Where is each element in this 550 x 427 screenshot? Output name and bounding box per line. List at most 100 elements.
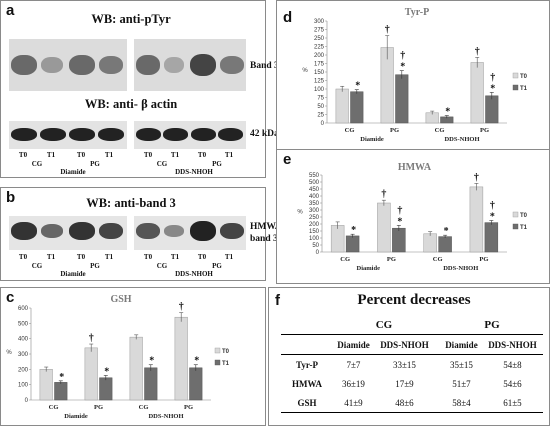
category-label: CG (340, 256, 350, 263)
star-marker: * (490, 212, 495, 223)
y-tick-label: 0 (321, 121, 325, 127)
y-tick-label: 500 (18, 321, 29, 327)
hmwa-label: HMWA (250, 222, 282, 232)
group-label: Diamide (357, 265, 381, 272)
group-label: PG (90, 160, 100, 168)
y-axis-label: % (297, 210, 303, 216)
lane-label: T0 (76, 151, 86, 159)
chart-title: HMWA (398, 162, 432, 173)
category-label: PG (390, 127, 399, 134)
y-tick-label: 100 (314, 87, 325, 93)
lane-label: T1 (104, 253, 114, 261)
lane-label: T0 (18, 151, 28, 159)
lane-label: T1 (46, 253, 56, 261)
y-tick-label: 450 (309, 187, 320, 193)
dagger-marker: † (397, 205, 402, 216)
table-cell: 33±15 (392, 359, 416, 370)
group-label: PG (212, 160, 222, 168)
category-label: CG (433, 256, 443, 263)
category-label: PG (184, 404, 193, 411)
panel-c: c GSH 0 100 200 300 400 500 600% * CG † * PG * CG † * PG D… (0, 287, 266, 426)
lane-label: T0 (143, 151, 153, 159)
group-label: DDS-NHOH (148, 413, 183, 420)
percent-decreases-table: CG PG Diamide DDS-NHOH Diamide DDS-NHOH … (281, 315, 543, 413)
header-col: Diamide (440, 334, 482, 355)
legend-swatch-t1 (512, 84, 519, 91)
group-label: DDS-NHOH (443, 265, 478, 272)
y-tick-label: 200 (314, 53, 325, 59)
group-label: PG (212, 262, 222, 270)
star-marker: * (59, 372, 64, 383)
hmwa-band3-label: band 3 (250, 234, 278, 244)
dagger-marker: † (179, 302, 184, 313)
lane-label: T1 (46, 151, 56, 159)
bar-t0 (174, 316, 188, 401)
star-marker: * (351, 225, 356, 236)
header-group-cg: CG (333, 315, 435, 335)
dagger-marker: † (89, 333, 94, 344)
table-cell: 58±4 (440, 393, 482, 413)
blot-actin-left (9, 121, 127, 149)
blot-actin-right (134, 121, 246, 149)
bar-t1 (99, 377, 113, 401)
panel-d: d Tyr-P 0 25 50 75 100 125 150 175 200 225 250 275 30… (276, 0, 550, 158)
dagger-marker: † (400, 51, 405, 62)
y-tick-label: 150 (314, 70, 325, 76)
y-tick-label: 275 (314, 28, 325, 34)
bar-t0 (335, 88, 349, 124)
panel-a: a WB: anti-pTyr Band 3 WB: anti- β actin… (0, 0, 279, 178)
chart-title: Tyr-P (405, 7, 429, 18)
y-axis-label: % (6, 350, 12, 356)
panel-letter-a: a (6, 2, 15, 19)
y-tick-label: 300 (314, 19, 325, 25)
legend-swatch-t1 (512, 223, 519, 230)
table-cell: 7±7 (346, 359, 361, 370)
treatment-label: DDS-NHOH (175, 168, 213, 176)
bar-t0 (469, 186, 484, 253)
y-tick-label: 25 (317, 113, 324, 119)
group-label: CG (156, 160, 168, 168)
legend-label-t1: T1 (520, 86, 528, 92)
lane-label: T0 (197, 151, 207, 159)
panel-f: f Percent decreases CG PG Diamide DDS-NH… (268, 287, 550, 426)
y-tick-label: 300 (309, 208, 320, 214)
y-tick-label: 0 (316, 250, 320, 256)
category-label: PG (480, 127, 489, 134)
category-label: CG (435, 127, 445, 134)
panel-letter-b: b (6, 189, 16, 206)
y-tick-label: 500 (309, 180, 320, 186)
table-cell: 35±15 (449, 359, 473, 370)
lane-label: T1 (104, 151, 114, 159)
kda-label: 42 kDa (250, 129, 279, 139)
chart-title: GSH (110, 294, 131, 305)
bar-t0 (39, 369, 53, 401)
band3-label: Band 3 (250, 61, 279, 71)
y-tick-label: 250 (309, 215, 320, 221)
group-label: CG (156, 262, 168, 270)
dagger-marker: † (474, 172, 479, 183)
star-marker: * (397, 216, 402, 227)
category-label: CG (139, 404, 149, 411)
row-label: HMWA (292, 378, 322, 389)
y-tick-label: 400 (309, 194, 320, 200)
table-cell: 48±6 (373, 393, 435, 413)
bar-t0 (470, 62, 484, 124)
bar-t1 (395, 74, 409, 124)
table-cell: 41±9 (333, 393, 374, 413)
lane-label: T1 (224, 151, 234, 159)
star-marker: * (149, 356, 154, 367)
y-tick-label: 50 (312, 243, 319, 249)
star-marker: * (445, 107, 450, 118)
header-col: DDS-NHOH (481, 334, 543, 355)
bar-t0 (330, 225, 345, 253)
star-marker: * (104, 366, 109, 377)
header-group-pg: PG (440, 315, 543, 335)
bar-t0 (129, 336, 143, 401)
header-col: Diamide (333, 334, 374, 355)
treatment-label: DDS-NHOH (175, 270, 213, 278)
bar-t1 (54, 382, 68, 401)
lane-label: T1 (170, 151, 180, 159)
bar-t1 (438, 236, 452, 253)
dagger-marker: † (475, 46, 480, 57)
group-label: DDS-NHOH (444, 136, 479, 143)
